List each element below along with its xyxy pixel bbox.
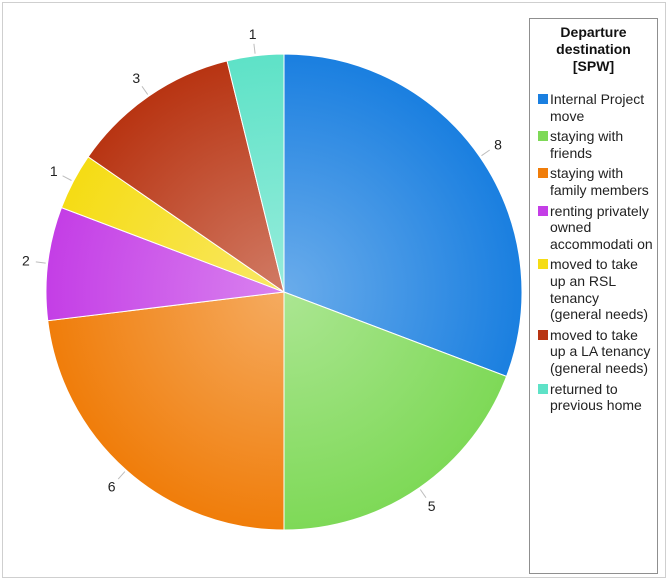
slice-value-label: 1	[249, 26, 257, 42]
legend-item: moved to take up an RSL tenancy (general…	[538, 256, 657, 322]
slice-value-label: 8	[494, 136, 502, 152]
leader-line	[35, 261, 46, 264]
legend-items: Internal Project move staying with friend…	[530, 91, 657, 414]
leader-line	[253, 43, 256, 54]
legend-swatch	[538, 94, 548, 104]
legend-label: moved to take up an RSL tenancy (general…	[550, 256, 649, 323]
slice-value-label: 6	[108, 479, 116, 495]
legend-label: Internal Project move	[550, 91, 645, 124]
legend-swatch	[538, 168, 548, 179]
legend-label: staying with friends	[550, 128, 624, 161]
legend-swatch	[538, 205, 548, 216]
pie-slice	[283, 291, 508, 531]
legend: Departure destination [SPW] Internal Pro…	[529, 18, 658, 574]
pie-slice	[47, 291, 285, 531]
pie-slice	[226, 53, 285, 293]
leader-line	[117, 471, 126, 480]
legend-swatch	[538, 329, 548, 340]
leader-line	[62, 175, 72, 181]
legend-item: staying with friends	[538, 128, 657, 161]
legend-item: returned to previous home	[538, 381, 657, 414]
legend-title: Departure destination [SPW]	[556, 24, 631, 74]
legend-label: moved to take up a LA tenancy (general n…	[550, 326, 651, 376]
legend-item: renting privately owned accommodati on	[538, 203, 657, 253]
legend-item: moved to take up a LA tenancy (general n…	[538, 327, 657, 377]
leader-line	[419, 489, 427, 498]
legend-label: staying with family members	[550, 165, 649, 198]
legend-item: Internal Project move	[538, 91, 657, 124]
pie-slice	[283, 53, 523, 378]
legend-swatch	[538, 131, 548, 142]
slice-value-label: 2	[22, 253, 30, 269]
legend-label: returned to previous home	[550, 380, 642, 414]
leader-line	[141, 86, 149, 95]
legend-item: staying with family members	[538, 165, 657, 198]
slice-value-label: 5	[428, 498, 436, 514]
slice-value-label: 1	[50, 163, 58, 179]
pie-slice	[87, 60, 285, 294]
legend-swatch	[538, 259, 548, 270]
legend-label: renting privately owned accommodati on	[550, 202, 653, 252]
slice-value-label: 3	[132, 70, 140, 86]
leader-line	[481, 149, 490, 157]
legend-swatch	[538, 383, 548, 394]
pie-slice	[45, 206, 285, 322]
